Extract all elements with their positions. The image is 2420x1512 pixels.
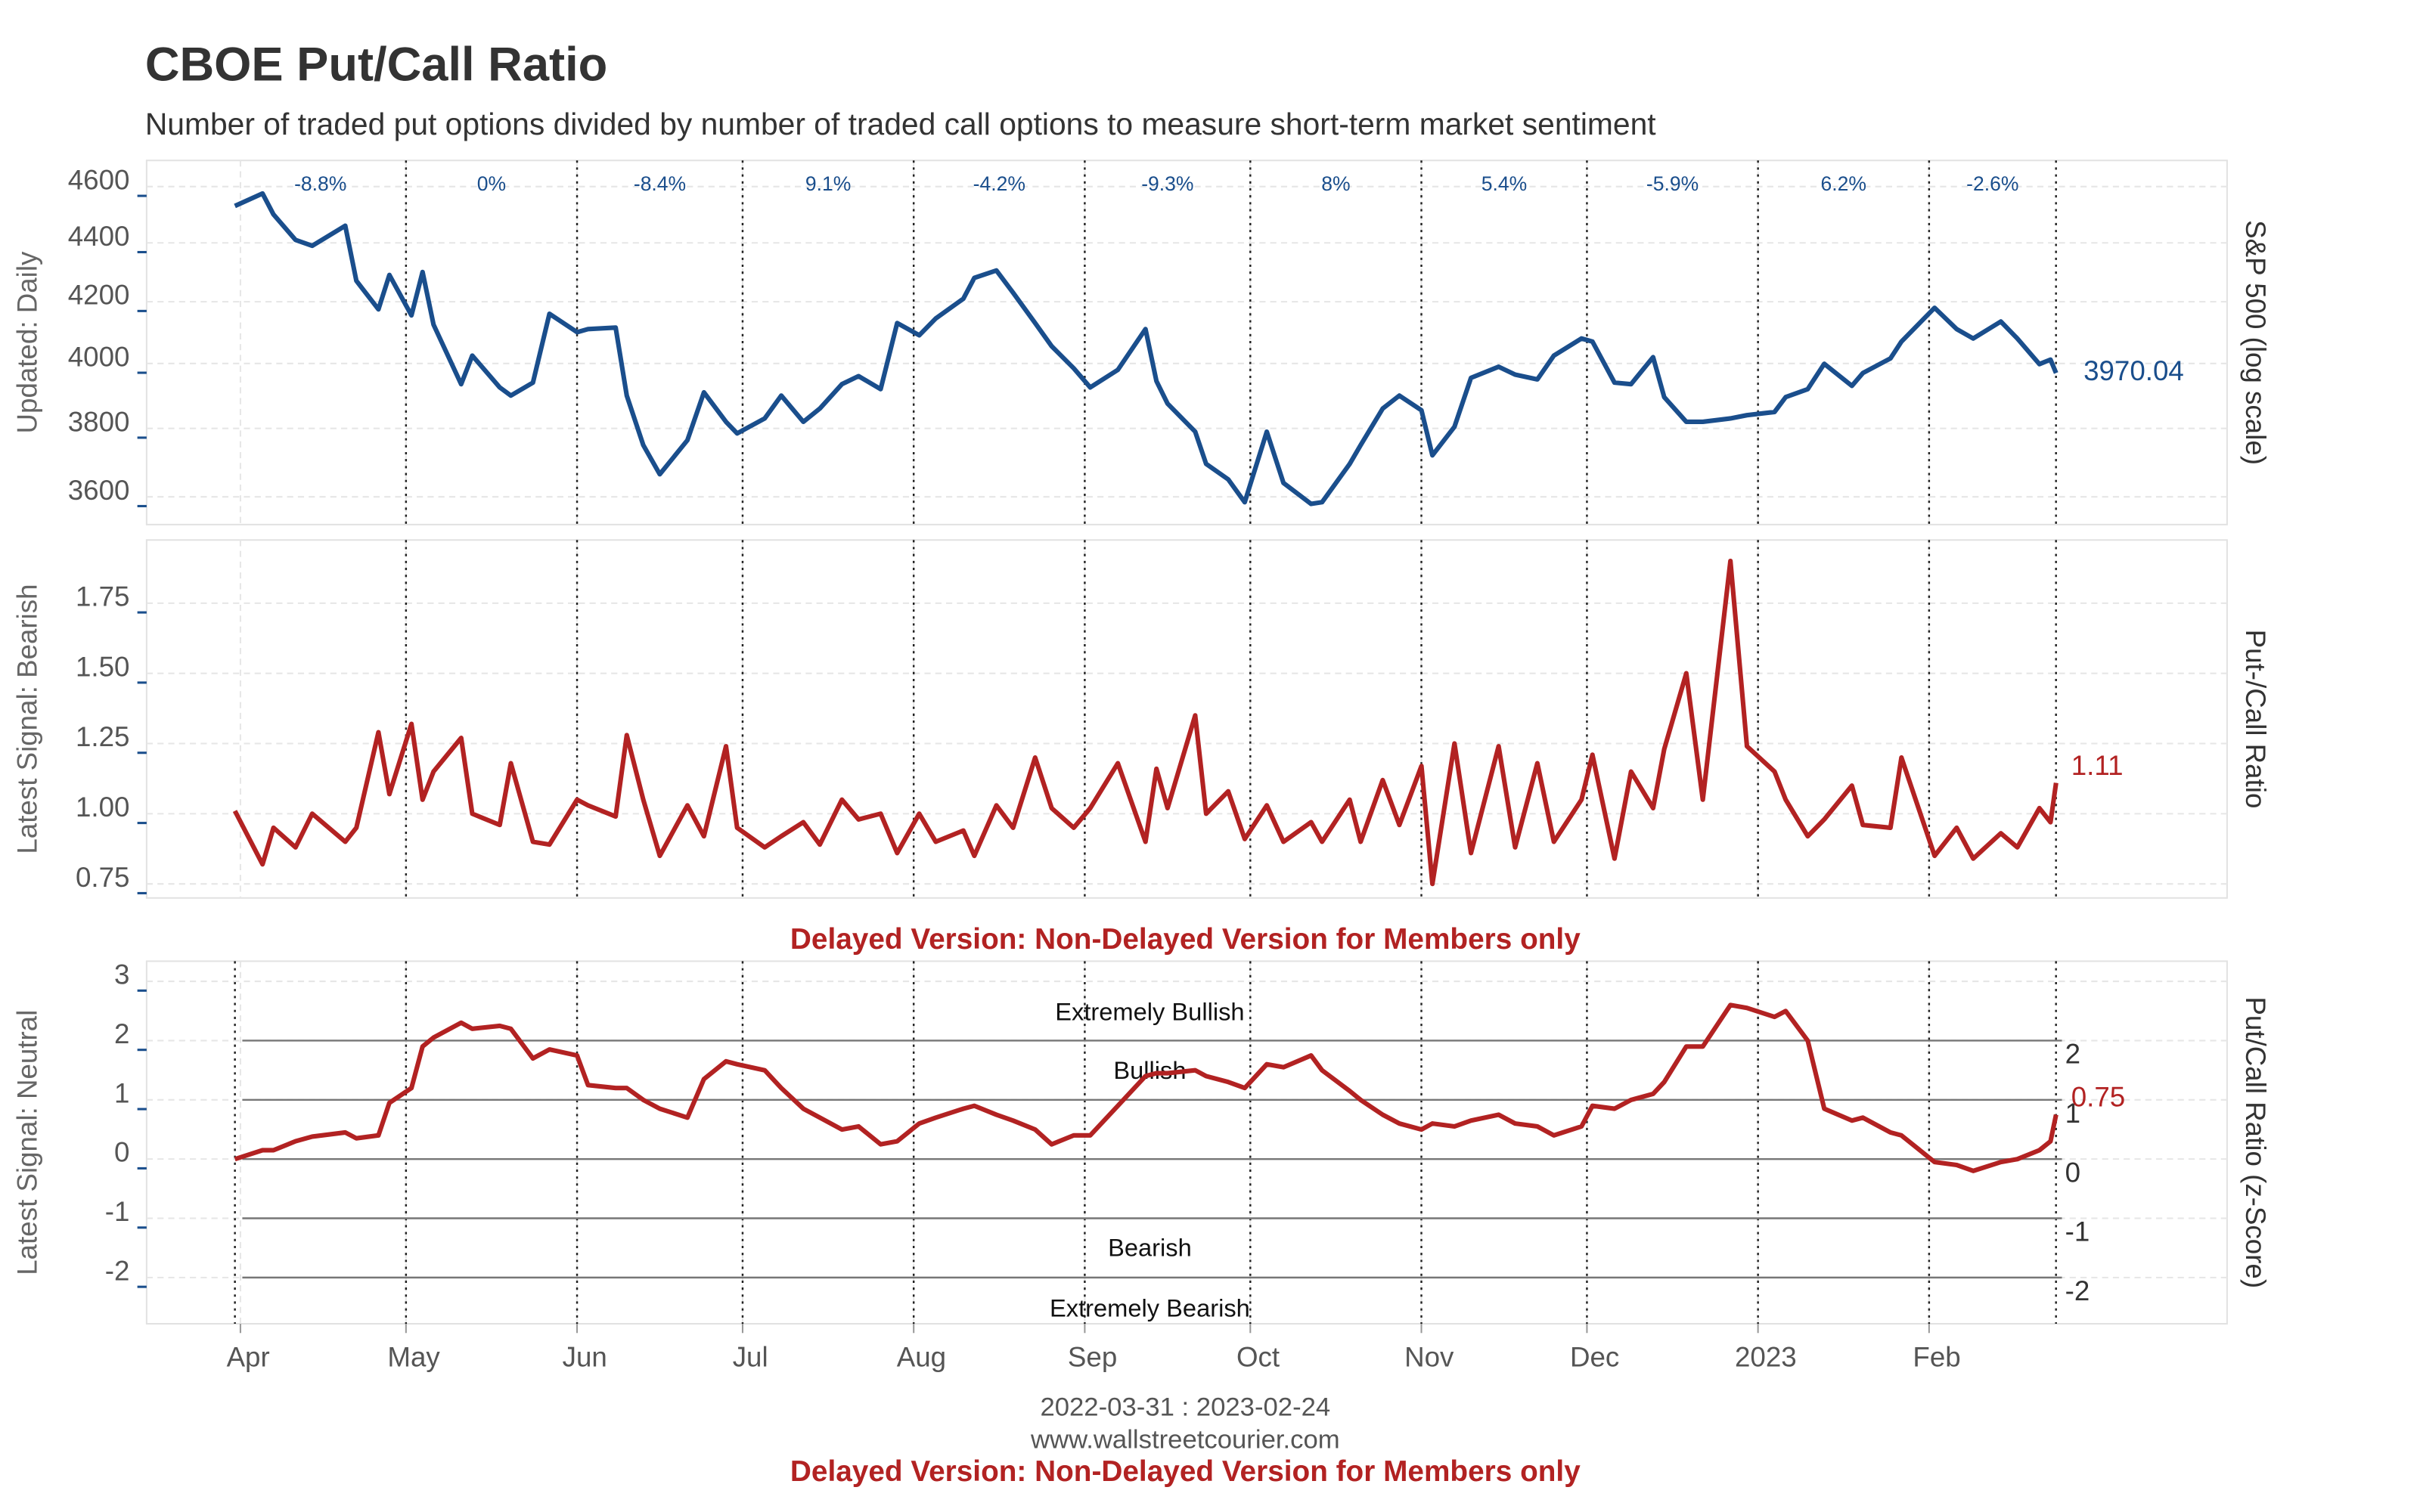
y-tick-label: 4000	[68, 341, 130, 372]
y-tick-label: -1	[105, 1196, 130, 1227]
y-tick-label: 3	[114, 959, 129, 990]
period-change: -8.4%	[634, 172, 686, 195]
y-tick-label: 1.50	[76, 651, 129, 682]
y-tick-label: 4600	[68, 164, 130, 195]
y-tick-label: 1.00	[76, 792, 129, 823]
x-tick-label: Jul	[733, 1342, 768, 1373]
x-tick-label: Aug	[897, 1342, 946, 1373]
y-axis-title: Latest Signal: Neutral	[11, 1010, 42, 1275]
y-axis-title-right: S&P 500 (log scale)	[2240, 220, 2271, 465]
x-tick-label: Jun	[563, 1342, 607, 1373]
line	[234, 1002, 2059, 1173]
y-tick-label: -2	[105, 1255, 130, 1286]
zone-label: Bullish	[1113, 1056, 1186, 1084]
chart-title: CBOE Put/Call Ratio	[145, 38, 607, 91]
period-change: 5.4%	[1481, 172, 1527, 195]
notice: Delayed Version: Non-Delayed Version for…	[790, 1455, 1581, 1488]
zone-label: Bearish	[1108, 1234, 1192, 1262]
reference-label: 0	[2065, 1157, 2080, 1188]
plot-area	[145, 539, 2228, 899]
period-change: -9.3%	[1141, 172, 1193, 195]
x-tick-label: 2023	[1735, 1342, 1797, 1373]
y-tick-label: 3800	[68, 406, 130, 437]
period-change: -8.8%	[294, 172, 346, 195]
reference-label: 1	[2065, 1098, 2080, 1129]
x-tick-label: Dec	[1570, 1342, 1619, 1373]
site: www.wallstreetcourier.com	[1030, 1425, 1340, 1454]
notice: Delayed Version: Non-Delayed Version for…	[790, 923, 1581, 956]
plot-area	[145, 960, 2228, 1325]
x-tick-label: Apr	[227, 1342, 270, 1373]
y-tick-label: 2	[114, 1018, 129, 1049]
x-tick-label: Oct	[1236, 1342, 1280, 1373]
y-axis-title-right: Put/Call Ratio (z-Score)	[2240, 996, 2271, 1288]
y-tick-label: 4400	[68, 221, 130, 252]
y-tick-label: 1	[114, 1077, 129, 1108]
line	[234, 191, 2059, 507]
period-change: -5.9%	[1646, 172, 1699, 195]
period-change: 6.2%	[1821, 172, 1866, 195]
x-tick-label: Sep	[1068, 1342, 1117, 1373]
reference-label: -1	[2065, 1216, 2090, 1247]
y-axis-title: Updated: Daily	[11, 251, 42, 433]
x-tick-label: May	[387, 1342, 440, 1373]
plot-area	[145, 160, 2228, 525]
period-change: 0%	[477, 172, 506, 195]
y-tick-label: 0.75	[76, 862, 129, 893]
reference-label: -2	[2065, 1275, 2090, 1306]
y-axis-title: Latest Signal: Bearish	[11, 584, 42, 854]
y-tick-label: 1.25	[76, 721, 129, 752]
chart-subtitle: Number of traded put options divided by …	[145, 107, 1656, 141]
end-label: 3970.04	[2083, 355, 2184, 386]
y-tick-label: 0	[114, 1137, 129, 1168]
period-change: -2.6%	[1966, 172, 2018, 195]
period-change: 9.1%	[805, 172, 851, 195]
zone-label: Extremely Bullish	[1055, 997, 1244, 1025]
y-tick-label: 3600	[68, 475, 130, 506]
x-tick-label: Feb	[1913, 1342, 1960, 1373]
y-tick-label: 1.75	[76, 581, 129, 612]
end-label: 1.11	[2071, 750, 2124, 781]
y-tick-label: 4200	[68, 280, 130, 311]
y-axis-title-right: Put-/Call Ratio	[2240, 630, 2271, 809]
period-change: 8%	[1321, 172, 1350, 195]
date-range: 2022-03-31 : 2023-02-24	[1040, 1393, 1330, 1421]
line	[232, 558, 2059, 887]
x-tick-label: Nov	[1404, 1342, 1454, 1373]
period-change: -4.2%	[973, 172, 1025, 195]
end-label: 0.75	[2071, 1082, 2125, 1113]
reference-label: 2	[2065, 1039, 2080, 1070]
zone-label: Extremely Bearish	[1050, 1294, 1250, 1321]
